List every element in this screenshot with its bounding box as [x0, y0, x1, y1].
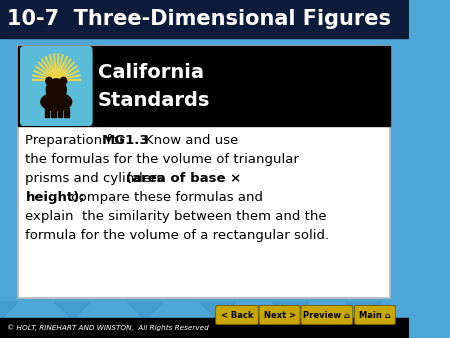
FancyBboxPatch shape [260, 306, 300, 324]
Text: (area of base ×: (area of base × [126, 172, 241, 185]
Text: California: California [98, 63, 204, 81]
Text: Know and use: Know and use [128, 134, 238, 147]
Polygon shape [200, 302, 236, 320]
Text: Next >: Next > [264, 311, 296, 319]
Polygon shape [272, 320, 309, 338]
Text: compare these formulas and: compare these formulas and [67, 191, 263, 204]
Bar [58, 108, 62, 117]
FancyBboxPatch shape [302, 306, 352, 324]
Bar [45, 108, 50, 117]
Polygon shape [0, 320, 18, 338]
Text: 10-7  Three-Dimensional Figures: 10-7 Three-Dimensional Figures [7, 9, 391, 29]
FancyBboxPatch shape [301, 305, 353, 325]
Polygon shape [200, 320, 236, 338]
FancyBboxPatch shape [20, 46, 93, 126]
Polygon shape [345, 302, 381, 320]
Polygon shape [272, 302, 309, 320]
Bar [18, 46, 391, 126]
Text: the formulas for the volume of triangular: the formulas for the volume of triangula… [25, 153, 299, 166]
Circle shape [46, 77, 52, 84]
FancyBboxPatch shape [259, 305, 301, 325]
Text: formula for the volume of a rectangular solid.: formula for the volume of a rectangular … [25, 229, 329, 242]
Bar [18, 46, 391, 298]
Text: Preview ⌂: Preview ⌂ [303, 311, 351, 319]
Text: MG1.3: MG1.3 [102, 134, 150, 147]
Circle shape [46, 79, 66, 101]
Text: height);: height); [25, 191, 85, 204]
Circle shape [51, 74, 62, 86]
Text: Main ⌂: Main ⌂ [359, 311, 391, 319]
Text: prisms and cylinders: prisms and cylinders [25, 172, 168, 185]
Polygon shape [345, 320, 381, 338]
Polygon shape [54, 320, 91, 338]
Bar [64, 108, 68, 117]
Circle shape [60, 77, 67, 84]
Text: Standards: Standards [98, 92, 211, 111]
Bar [0, 0, 409, 38]
Text: © HOLT, RINEHART AND WINSTON,  All Rights Reserved: © HOLT, RINEHART AND WINSTON, All Rights… [7, 325, 209, 331]
FancyBboxPatch shape [355, 306, 395, 324]
Ellipse shape [41, 93, 72, 111]
Polygon shape [127, 302, 163, 320]
Bar [0, 318, 409, 338]
Polygon shape [0, 302, 18, 320]
FancyBboxPatch shape [354, 305, 396, 325]
Polygon shape [127, 320, 163, 338]
Bar [0, 302, 409, 338]
Text: explain  the similarity between them and the: explain the similarity between them and … [25, 210, 327, 223]
Text: Preparation for: Preparation for [25, 134, 130, 147]
FancyBboxPatch shape [216, 306, 258, 324]
FancyBboxPatch shape [215, 305, 259, 325]
Text: < Back: < Back [220, 311, 253, 319]
Bar [51, 108, 56, 117]
Polygon shape [54, 302, 91, 320]
